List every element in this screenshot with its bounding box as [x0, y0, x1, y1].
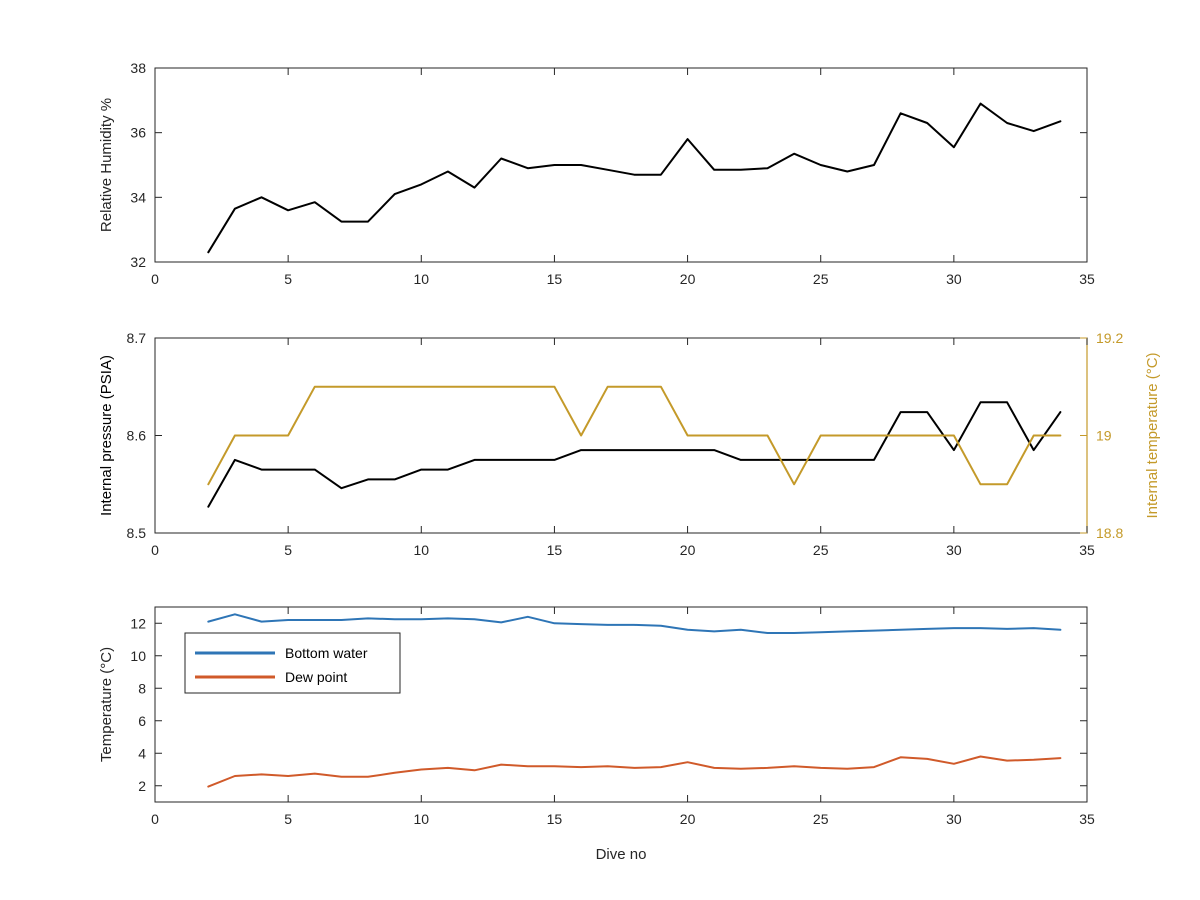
x-tick-label: 35 [1079, 811, 1095, 827]
x-tick-label: 20 [680, 271, 696, 287]
y-tick-label: 8.6 [127, 428, 147, 444]
legend-box [184, 632, 401, 694]
series-line-0 [207, 102, 1062, 254]
x-tick-label: 10 [413, 542, 429, 558]
y-axis-label: Temperature (°C) [98, 647, 115, 762]
x-axis-label: Dive no [596, 846, 647, 863]
y-tick-label: 38 [130, 60, 146, 76]
x-tick-label: 0 [151, 542, 159, 558]
x-tick-label: 25 [813, 811, 829, 827]
series-line-1 [207, 385, 1062, 486]
x-tick-label: 5 [284, 271, 292, 287]
x-tick-label: 20 [680, 542, 696, 558]
right-y-tick-label: 19.2 [1096, 330, 1123, 346]
x-tick-label: 35 [1079, 271, 1095, 287]
x-tick-label: 10 [413, 811, 429, 827]
series-line-0 [207, 401, 1062, 508]
right-y-axis-label: Internal temperature (°C) [1144, 352, 1161, 518]
x-tick-label: 5 [284, 811, 292, 827]
x-tick-label: 30 [946, 542, 962, 558]
x-tick-label: 15 [547, 542, 563, 558]
y-tick-label: 6 [138, 713, 146, 729]
x-tick-label: 25 [813, 271, 829, 287]
y-tick-label: 8.7 [127, 330, 147, 346]
x-tick-label: 30 [946, 811, 962, 827]
legend-label-0: Bottom water [285, 645, 368, 661]
right-y-tick-label: 18.8 [1096, 525, 1123, 541]
series-line-1 [207, 755, 1062, 788]
y-tick-label: 8 [138, 680, 146, 696]
y-tick-label: 36 [130, 125, 146, 141]
y-tick-label: 2 [138, 778, 146, 794]
y-tick-label: 4 [138, 745, 146, 761]
legend: Bottom water Dew point [184, 632, 401, 694]
axes-box [154, 67, 1088, 263]
y-tick-label: 12 [130, 615, 146, 631]
pressure-temperature-panel: 0 5 10 15 20 25 30 35 8.5 8.6 8.7 18.8 19 19.2 Interna… [98, 330, 1161, 558]
legend-label-1: Dew point [285, 669, 347, 685]
x-tick-label: 15 [547, 811, 563, 827]
x-tick-label: 10 [413, 271, 429, 287]
y-axis-label: Relative Humidity % [98, 98, 115, 232]
y-axis-label: Internal pressure (PSIA) [98, 355, 115, 516]
humidity-panel: 0 5 10 15 20 25 30 35 32 34 36 38 Relative Humidity … [98, 60, 1095, 287]
y-tick-label: 34 [130, 189, 146, 205]
x-tick-label: 0 [151, 811, 159, 827]
x-tick-label: 0 [151, 271, 159, 287]
y-tick-label: 10 [130, 648, 146, 664]
series-line-0 [207, 613, 1062, 634]
x-tick-label: 35 [1079, 542, 1095, 558]
x-tick-label: 15 [547, 271, 563, 287]
x-tick-label: 30 [946, 271, 962, 287]
x-tick-label: 25 [813, 542, 829, 558]
x-tick-label: 5 [284, 542, 292, 558]
x-tick-label: 20 [680, 811, 696, 827]
y-tick-label: 8.5 [127, 525, 147, 541]
y-tick-label: 32 [130, 254, 146, 270]
temperature-panel: 0 5 10 15 20 25 30 35 2 4 6 8 10 12 Temperature (°C) Di… [98, 606, 1095, 863]
right-y-tick-label: 19 [1096, 428, 1112, 444]
